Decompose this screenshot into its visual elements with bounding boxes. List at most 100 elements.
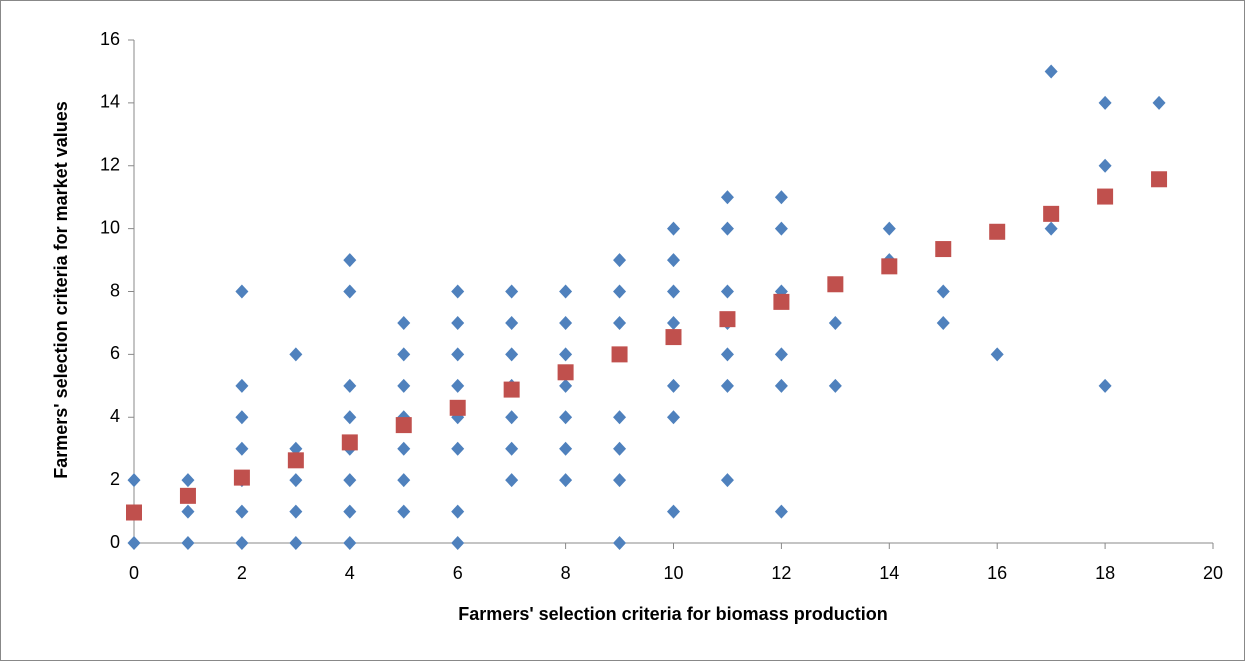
observed-point (774, 347, 788, 362)
observed-point (397, 347, 411, 362)
observed-point (289, 536, 303, 550)
observed-point (613, 315, 627, 330)
y-tick-label: 12 (100, 155, 120, 175)
observed-point (235, 441, 249, 456)
observed-point (451, 441, 465, 456)
y-tick-label: 2 (110, 469, 120, 489)
observed-point (720, 378, 734, 393)
observed-point (720, 284, 734, 299)
observed-point (505, 410, 519, 425)
y-tick-label: 16 (100, 29, 120, 49)
observed-point (343, 253, 357, 268)
observed-point (289, 441, 303, 456)
observed-point (505, 347, 519, 362)
observed-point (559, 410, 573, 425)
observed-point (667, 284, 680, 299)
fitted-point (1043, 205, 1060, 222)
fitted-point (1151, 171, 1168, 188)
observed-point (451, 504, 465, 519)
x-tick-label: 2 (237, 563, 247, 583)
observed-point (882, 221, 896, 236)
fitted-point (611, 346, 628, 363)
observed-point (181, 504, 195, 519)
y-tick-label: 4 (110, 406, 120, 426)
y-tick-label: 8 (110, 280, 120, 300)
observed-point (613, 253, 627, 268)
observed-point (451, 536, 465, 550)
observed-point (613, 473, 627, 488)
observed-point (720, 221, 734, 236)
observed-point (289, 473, 303, 488)
fitted-point (1097, 188, 1114, 205)
fitted-point (503, 381, 520, 398)
observed-point (451, 315, 465, 330)
fitted-point (935, 241, 952, 258)
observed-point (667, 410, 680, 425)
observed-point (451, 378, 465, 393)
observed-point (235, 504, 249, 519)
observed-point (343, 410, 357, 425)
fitted-point (395, 417, 412, 434)
x-tick-label: 20 (1203, 563, 1223, 583)
observed-point (505, 473, 519, 488)
observed-point (828, 378, 842, 393)
fitted-point (773, 293, 790, 310)
observed-point (720, 473, 734, 488)
x-tick-label: 10 (663, 563, 683, 583)
observed-point (451, 284, 465, 299)
observed-point (667, 315, 680, 330)
observed-point (559, 378, 573, 393)
x-tick-label: 12 (771, 563, 791, 583)
observed-point (774, 190, 788, 205)
x-tick-label: 6 (453, 563, 463, 583)
x-tick-label: 8 (561, 563, 571, 583)
observed-point (397, 441, 411, 456)
observed-point (343, 284, 357, 299)
fitted-point (827, 276, 844, 293)
observed-point (667, 221, 680, 236)
observed-point (235, 284, 249, 299)
observed-point (774, 221, 788, 236)
x-tick-label: 14 (879, 563, 899, 583)
observed-point (1098, 158, 1112, 173)
observed-point (613, 441, 627, 456)
observed-point (1098, 95, 1112, 110)
observed-point (613, 536, 627, 550)
observed-point (559, 347, 573, 362)
fitted-point (881, 258, 898, 275)
fitted-point (665, 329, 682, 346)
observed-point (828, 315, 842, 330)
observed-point (1044, 64, 1058, 79)
y-tick-label: 0 (110, 532, 120, 552)
observed-point (667, 504, 680, 519)
observed-point (397, 315, 411, 330)
observed-point (127, 536, 141, 550)
fitted-point (233, 469, 250, 486)
observed-point (774, 378, 788, 393)
observed-point (1098, 378, 1112, 393)
observed-point (235, 536, 249, 550)
fitted-point (179, 487, 196, 504)
observed-point (613, 410, 627, 425)
observed-point (397, 473, 411, 488)
observed-point (936, 284, 950, 299)
observed-point (451, 347, 465, 362)
y-axis-title: Farmers' selection criteria for market v… (51, 101, 71, 478)
x-tick-label: 16 (987, 563, 1007, 583)
fitted-point (719, 311, 736, 328)
observed-point (289, 347, 303, 362)
y-tick-label: 6 (110, 343, 120, 363)
observed-point (936, 315, 950, 330)
observed-point (667, 378, 680, 393)
observed-point (505, 315, 519, 330)
observed-point (343, 504, 357, 519)
observed-point (1044, 221, 1058, 236)
observed-point (235, 410, 249, 425)
observed-point (613, 284, 627, 299)
observed-point (774, 504, 788, 519)
fitted-point (287, 452, 304, 469)
observed-point (127, 473, 141, 488)
y-tick-label: 14 (100, 92, 120, 112)
x-axis-title: Farmers' selection criteria for biomass … (458, 604, 887, 624)
